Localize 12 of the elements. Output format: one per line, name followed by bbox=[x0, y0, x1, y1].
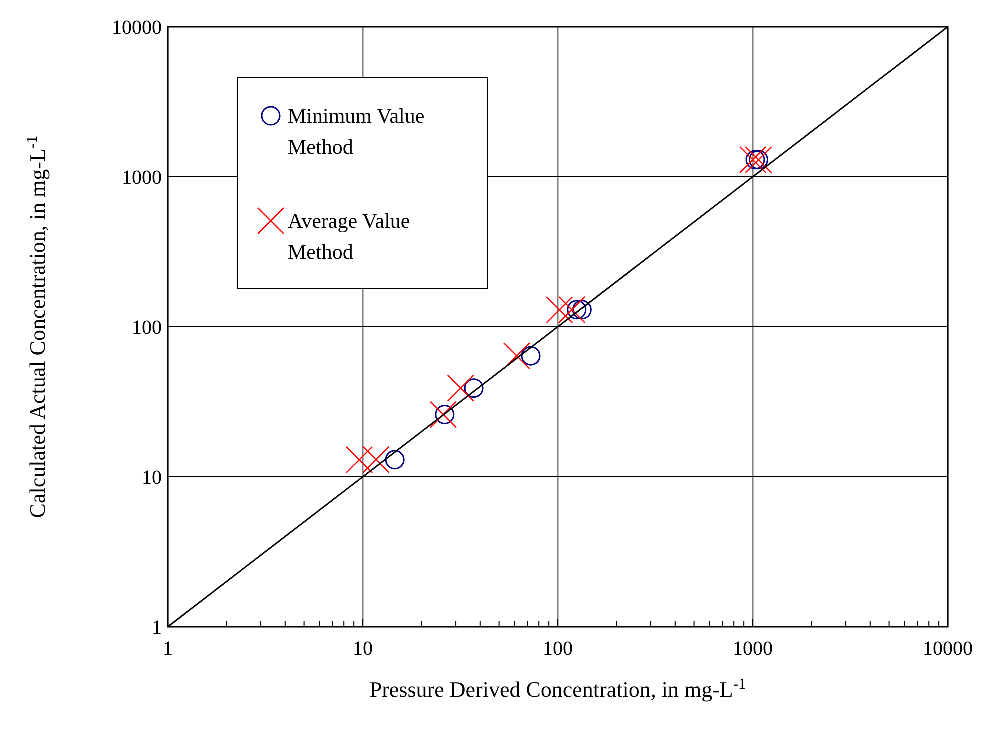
legend-label: Average Value Method bbox=[288, 209, 410, 264]
x-tick-label: 100 bbox=[543, 638, 573, 660]
x-axis-title: Pressure Derived Concentration, in mg-L$^{-1}$ bbox=[370, 676, 746, 702]
x-tick-label: 1000 bbox=[733, 638, 773, 660]
y-tick-label: 10000 bbox=[112, 17, 162, 39]
x-tick-label: 10000 bbox=[923, 638, 973, 660]
legend-label: Minimum Value Method bbox=[288, 104, 425, 159]
y-tick-label: 1 bbox=[152, 617, 162, 639]
x-tick-label: 10 bbox=[353, 638, 373, 660]
y-tick-label: 10 bbox=[142, 467, 162, 489]
y-tick-label: 100 bbox=[132, 317, 162, 339]
y-tick-label: 1000 bbox=[122, 167, 162, 189]
